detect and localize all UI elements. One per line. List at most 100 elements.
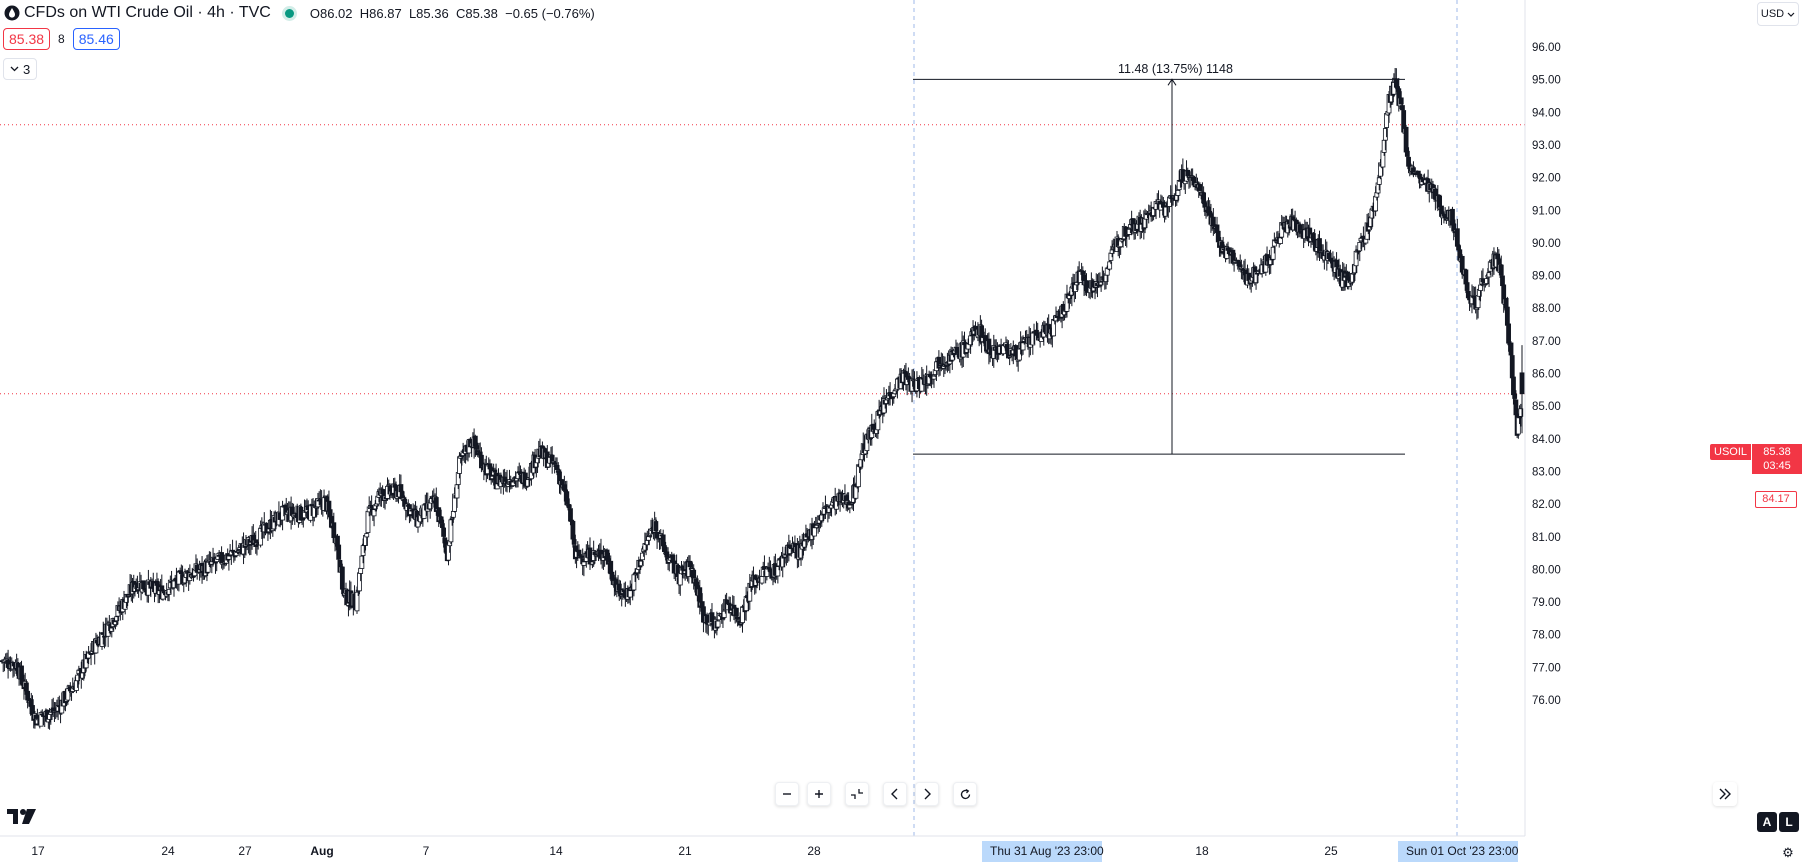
candle-body-up (1474, 307, 1480, 310)
candle-body-up (1376, 177, 1382, 185)
tradingview-logo-icon[interactable] (6, 806, 38, 826)
candle (1474, 307, 1480, 320)
chevron-down-icon (10, 66, 19, 72)
candle-body-up (109, 627, 115, 632)
candle-body-down (1210, 216, 1216, 227)
candle-body-up (1109, 249, 1115, 254)
candle (638, 560, 644, 568)
low-value: 85.36 (416, 5, 449, 21)
close-label: C (455, 5, 466, 21)
candle (433, 487, 439, 516)
candle-body-up (359, 555, 365, 569)
candle-body-down (178, 571, 184, 575)
ohlc-values: O86.02 H86.87 L85.36 C85.38 −0.65 (−0.76… (310, 6, 595, 21)
candle-body-up (627, 590, 633, 598)
candle-body-down (571, 539, 577, 545)
auto-scale-axis-button[interactable]: A (1757, 812, 1777, 832)
candle-body-up (360, 545, 366, 556)
settings-gear-icon[interactable]: ⚙ (1782, 845, 1794, 860)
candle (747, 573, 753, 610)
candle-body-up (1486, 272, 1492, 278)
candle-body-up (1175, 189, 1181, 196)
candle-body-down (479, 454, 484, 469)
candle-body-up (1007, 355, 1013, 358)
candle (733, 607, 739, 623)
price-tick-label: 81.00 (1532, 532, 1561, 544)
candle-body-up (1107, 261, 1113, 270)
price-tick-label: 95.00 (1532, 75, 1561, 87)
candle (360, 538, 366, 564)
scroll-right-step-button[interactable] (915, 782, 939, 806)
market-status-icon[interactable] (284, 8, 294, 18)
candle-body-down (691, 569, 697, 584)
candle-body-down (1519, 372, 1525, 395)
candle-body-down (1398, 97, 1404, 105)
auto-scale-button[interactable] (845, 782, 869, 806)
candle (1107, 259, 1113, 271)
candle-body-up (677, 572, 683, 586)
price-tick-label: 87.00 (1532, 336, 1561, 348)
high-value: 86.87 (369, 5, 402, 21)
candle-body-down (1508, 342, 1514, 356)
candle-body-down (554, 464, 560, 470)
chevron-left-icon (891, 788, 898, 800)
candle (1270, 244, 1276, 266)
buy-button[interactable]: 85.46 (72, 28, 120, 50)
buy-sell-panel: 85.38 8 85.46 (3, 28, 120, 50)
last-price-tag: 85.38 03:45 (1752, 444, 1802, 474)
candle-body-down (1415, 170, 1421, 175)
price-tick-label: 94.00 (1532, 107, 1561, 119)
high-label: H (359, 5, 370, 21)
log-scale-axis-button[interactable]: L (1779, 812, 1799, 832)
candle (855, 463, 861, 493)
candle-body-up (354, 591, 360, 612)
candle-body-down (30, 705, 35, 716)
candle (1518, 403, 1524, 427)
price-tick-label: 76.00 (1532, 695, 1561, 707)
symbol-title[interactable]: CFDs on WTI Crude Oil · 4h · TVC (24, 4, 271, 21)
candle-body-up (1278, 237, 1283, 244)
candle-body-down (19, 665, 24, 680)
price-tick-label: 96.00 (1532, 42, 1561, 54)
candle (448, 515, 454, 545)
candle-body-down (986, 338, 992, 355)
time-tick-label: Aug (310, 844, 333, 858)
candle-body-down (336, 544, 342, 560)
candle-body-down (230, 549, 235, 552)
price-tick-label: 84.00 (1532, 434, 1561, 446)
zoom-in-button[interactable] (807, 782, 831, 806)
scroll-to-realtime-button[interactable] (1713, 782, 1737, 806)
symbol-price-tag: USOIL (1710, 444, 1752, 460)
chart-navigation (775, 782, 977, 806)
candle-body-down (1411, 167, 1416, 175)
indicators-toggle-button[interactable]: 3 (3, 58, 38, 80)
currency-label: USD (1760, 8, 1785, 20)
candle-body-down (670, 554, 676, 561)
price-tick-label: 89.00 (1532, 271, 1561, 283)
candle-body-down (1215, 230, 1221, 243)
open-value: 86.02 (319, 5, 353, 21)
candle-body-up (1518, 408, 1524, 417)
candle-body-up (1478, 284, 1483, 291)
minus-icon (783, 793, 791, 795)
candle-body-down (660, 534, 666, 547)
candle-body-up (358, 567, 364, 574)
reset-chart-button[interactable] (953, 782, 977, 806)
price-tick-label: 82.00 (1532, 499, 1561, 511)
candle (1253, 266, 1259, 290)
candle-body-down (576, 549, 582, 557)
candle-body-down (339, 566, 345, 590)
scroll-left-button[interactable] (883, 782, 907, 806)
candle-body-up (371, 509, 377, 517)
candle-body-down (477, 451, 483, 456)
candle-body-down (890, 396, 895, 399)
zoom-out-button[interactable] (775, 782, 799, 806)
candle (1506, 318, 1511, 352)
sell-button[interactable]: 85.38 (3, 28, 51, 50)
currency-selector[interactable]: USD (1757, 2, 1799, 26)
candle-body-up (775, 566, 781, 577)
candle (30, 695, 35, 719)
candle-body-up (364, 533, 370, 538)
